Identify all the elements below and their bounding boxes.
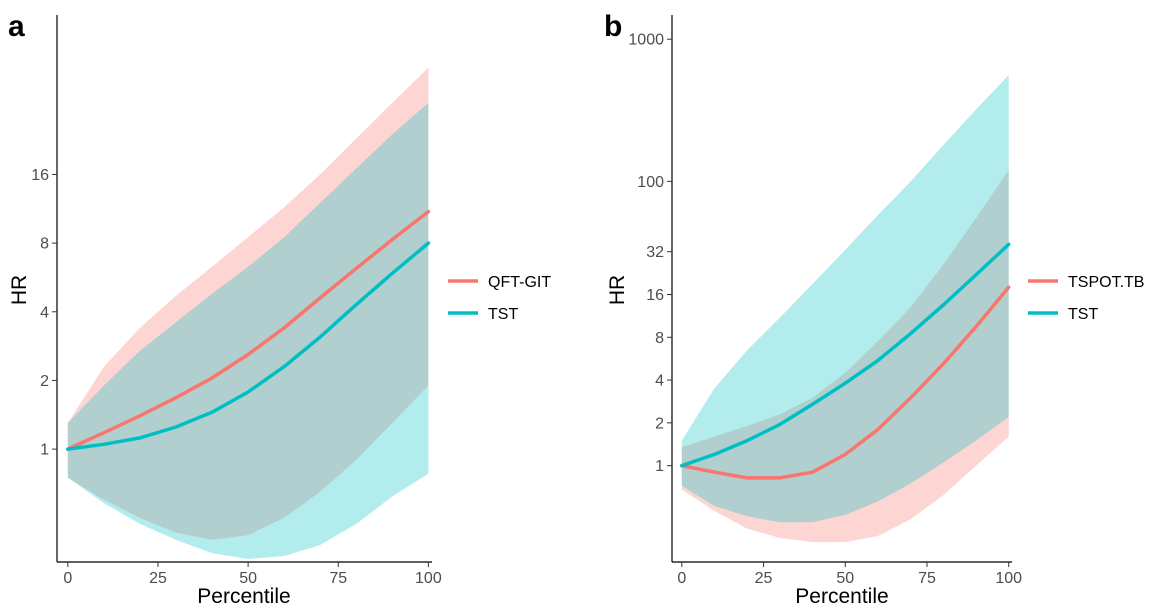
x-tick-label: 25 [755, 570, 773, 587]
y-tick-label: 1 [655, 458, 664, 475]
x-axis-title: Percentile [795, 585, 888, 606]
y-axis-title: HR [606, 275, 629, 305]
y-tick-label: 8 [655, 330, 664, 347]
y-tick-label: 1 [40, 442, 49, 459]
panel-a: a 1 2 4 8 16 0 25 50 75 100 HR Percentile QFT-GI… [8, 10, 551, 606]
x-tick-label: 50 [836, 570, 854, 587]
ci-band-0 [681, 170, 1009, 543]
legend-label-0: QFT-GIT [488, 274, 551, 291]
x-tick-label: 50 [239, 570, 257, 587]
legend-label-0: TSPOT.TB [1068, 274, 1144, 291]
x-tick-label: 0 [677, 570, 686, 587]
y-tick-label: 2 [40, 373, 49, 390]
panel-b: b 1 2 4 8 16 32 100 1000 0 25 50 75 100 HR Percenti… [604, 10, 1144, 606]
x-tick-label: 25 [149, 570, 167, 587]
series-line-0 [680, 285, 1011, 480]
y-tick-label: 1000 [628, 32, 664, 49]
y-tick-label: 2 [655, 415, 664, 432]
panel-b-label: b [604, 10, 622, 43]
legend-label-1: TST [1068, 306, 1098, 323]
y-axis-title: HR [8, 275, 31, 305]
x-tick-label: 100 [415, 570, 442, 587]
y-tick-label: 4 [40, 304, 49, 321]
panel-a-label: a [8, 10, 25, 43]
x-tick-label: 100 [995, 570, 1022, 587]
legend-label-1: TST [488, 306, 518, 323]
ci-band-1 [681, 75, 1009, 523]
x-tick-label: 75 [918, 570, 936, 587]
ci-band-0 [67, 67, 429, 540]
series-line-0 [66, 209, 431, 451]
legend: QFT-GIT TST [448, 274, 551, 323]
y-tick-label: 16 [646, 287, 664, 304]
series-line-1 [66, 241, 431, 451]
x-tick-label: 0 [63, 570, 72, 587]
y-tick-label: 32 [646, 244, 664, 261]
y-tick-label: 16 [31, 167, 49, 184]
x-tick-label: 75 [329, 570, 347, 587]
x-axis-title: Percentile [197, 585, 290, 606]
y-tick-label: 8 [40, 236, 49, 253]
y-tick-label: 100 [637, 174, 664, 191]
legend: TSPOT.TB TST [1028, 274, 1144, 323]
y-tick-label: 4 [655, 373, 664, 390]
ci-band-1 [67, 102, 429, 559]
series-line-1 [680, 242, 1011, 468]
